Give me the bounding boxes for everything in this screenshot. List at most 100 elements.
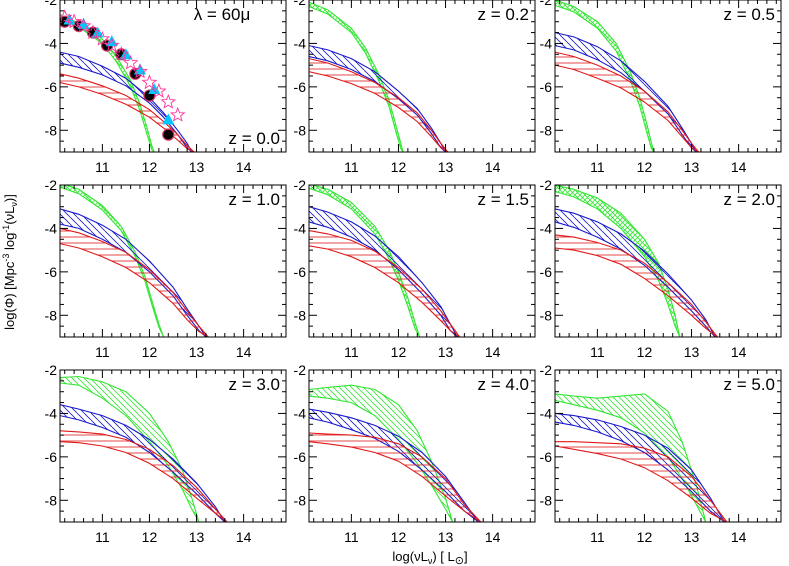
panel-z-2_0: 11 12 13 14 -2 -4 -6 -8 z = 2.0 (540, 177, 782, 360)
red-band-fill (309, 230, 460, 337)
x-tick-label: 13 (438, 529, 454, 545)
red-band-lower-line (60, 441, 228, 522)
star-point (113, 46, 130, 61)
y-tick-label: -8 (294, 122, 307, 138)
panel-z-5_0: 11 12 13 14 -2 -4 -6 -8 z = 5.0 (540, 362, 782, 545)
star-point (150, 82, 167, 98)
x-tick-label: 14 (485, 159, 501, 175)
y-tick-label: -6 (540, 79, 553, 95)
blue-band-fill (60, 404, 225, 522)
y-tick-label: -4 (294, 405, 307, 421)
green-band-upper-line (555, 185, 681, 337)
redshift-label: z = 2.0 (723, 190, 775, 209)
y-tick-label: -2 (540, 0, 553, 8)
panel-z-1_0: 11 12 13 14 -2 -4 -6 -8 z = 1.0 (45, 177, 287, 360)
y-tick-label: -2 (294, 0, 307, 8)
y-tick-label: -4 (45, 35, 58, 51)
y-tick-label: -2 (45, 177, 58, 193)
star-point (103, 37, 120, 53)
star-point (169, 106, 186, 122)
y-tick-label: -4 (45, 405, 58, 421)
y-tick-label: -6 (45, 264, 58, 280)
x-tick-label: 14 (485, 344, 501, 360)
redshift-label: z = 4.0 (477, 375, 529, 394)
panel-z-0_5: 11 12 13 14 -2 -4 -6 -8 z = 0.5 (540, 0, 782, 175)
red-band-fill (60, 73, 195, 152)
plot-area (555, 0, 700, 152)
red-band-upper-line (60, 73, 195, 152)
x-tick-label: 14 (236, 344, 252, 360)
y-tick-label: -6 (540, 449, 553, 465)
blue-band-fill (309, 45, 446, 152)
panel-z-0_2: 11 12 13 14 -2 -4 -6 -8 z = 0.2 (294, 0, 536, 175)
x-tick-label: 12 (637, 344, 653, 360)
triangle-point (134, 63, 147, 75)
redshift-label: z = 1.5 (477, 190, 529, 209)
star-point (85, 24, 101, 40)
y-tick-label: -8 (294, 492, 307, 508)
triangle-point (162, 113, 175, 125)
red-band-lower-line (309, 441, 482, 522)
y-tick-label: -6 (294, 264, 307, 280)
red-band-fill (555, 441, 727, 522)
redshift-label: z = 0.5 (723, 5, 775, 24)
plot-area (60, 9, 195, 152)
x-tick-label: 11 (95, 529, 110, 545)
y-tick-label: -4 (540, 220, 553, 236)
star-point (60, 9, 73, 24)
y-tick-label: -6 (45, 79, 58, 95)
blue-band-fill (555, 208, 716, 337)
blue-band-upper-line (555, 412, 725, 522)
x-tick-label: 11 (590, 529, 605, 545)
y-tick-label: -4 (294, 35, 307, 51)
y-tick-label: -4 (540, 405, 553, 421)
circle-point-ring (162, 128, 175, 141)
red-band-lower-line (555, 445, 728, 522)
plot-area (60, 185, 209, 337)
y-tick-label: -2 (45, 0, 58, 8)
red-band-lower-line (309, 245, 461, 337)
y-tick-label: -8 (45, 307, 58, 323)
blue-band-fill (555, 32, 697, 152)
red-band-fill (60, 228, 209, 337)
star-point (94, 30, 111, 46)
x-tick-label: 12 (391, 529, 407, 545)
x-tick-label: 13 (684, 529, 700, 545)
x-tick-label: 13 (438, 159, 454, 175)
redshift-label: z = 0.0 (228, 129, 280, 148)
x-tick-label: 13 (438, 344, 454, 360)
y-tick-label: -8 (45, 122, 58, 138)
y-tick-label: -6 (540, 264, 553, 280)
blue-band-fill (309, 206, 458, 337)
redshift-label: z = 3.0 (228, 375, 280, 394)
panel-z-1_5: 11 12 13 14 -2 -4 -6 -8 z = 1.5 (294, 177, 536, 360)
x-tick-label: 13 (684, 344, 700, 360)
green-band-fill (309, 385, 453, 522)
x-tick-label: 12 (391, 344, 407, 360)
y-tick-label: -8 (540, 307, 553, 323)
red-band-upper-line (555, 234, 718, 337)
y-tick-label: -6 (294, 449, 307, 465)
y-tick-label: -2 (294, 177, 307, 193)
star-point (66, 13, 83, 29)
blue-band-fill (555, 413, 725, 522)
y-tick-label: -8 (540, 122, 553, 138)
x-tick-label: 11 (344, 344, 359, 360)
x-tick-label: 12 (637, 159, 653, 175)
x-tick-label: 11 (344, 159, 359, 175)
star-point (122, 54, 139, 70)
redshift-label: z = 1.0 (228, 190, 280, 209)
red-band-lower-line (555, 64, 699, 152)
red-band-fill (555, 234, 718, 337)
y-tick-label: -2 (540, 362, 553, 378)
red-band-fill (555, 52, 699, 152)
red-band-lower-line (60, 81, 195, 152)
x-tick-label: 14 (731, 159, 747, 175)
y-tick-label: -2 (294, 362, 307, 378)
plot-area (555, 185, 718, 337)
blue-band-upper-line (555, 208, 716, 337)
y-tick-label: -4 (294, 220, 307, 236)
x-tick-label: 11 (95, 159, 110, 175)
red-band-upper-line (60, 227, 209, 337)
blue-band-fill (60, 208, 206, 337)
